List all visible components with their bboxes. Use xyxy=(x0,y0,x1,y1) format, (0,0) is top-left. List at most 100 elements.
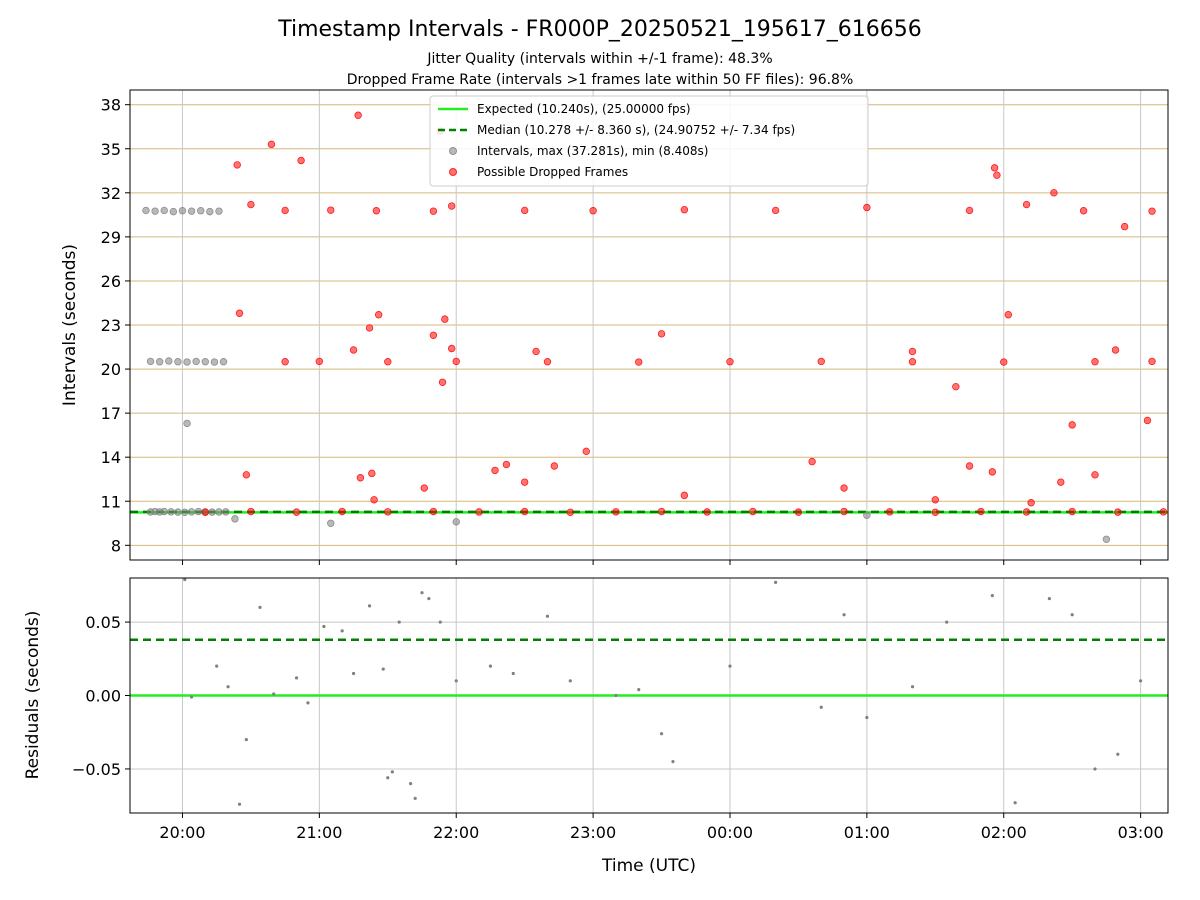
interval-point xyxy=(222,508,230,516)
legend-intervals-marker xyxy=(449,147,457,155)
x-tick-label: 00:00 xyxy=(707,823,753,842)
dropped-frame-point xyxy=(965,206,974,215)
dropped-frame-point xyxy=(247,507,255,516)
residual-point xyxy=(397,620,401,624)
x-axis-label: Time (UTC) xyxy=(601,856,696,876)
dropped-frame-point xyxy=(582,447,590,456)
residuals-y-tick-label: −0.05 xyxy=(72,760,121,779)
interval-point xyxy=(187,207,196,215)
residual-point xyxy=(454,679,458,683)
dropped-frame-point xyxy=(315,357,324,366)
residual-point xyxy=(637,688,641,692)
dropped-frame-point xyxy=(491,466,499,475)
interval-point xyxy=(201,358,209,366)
residual-point xyxy=(381,667,385,671)
interval-point xyxy=(165,357,173,365)
residual-point xyxy=(774,580,778,585)
residual-point xyxy=(659,732,664,736)
dropped-frame-point xyxy=(520,478,529,486)
residual-point xyxy=(226,685,230,689)
dropped-frame-point xyxy=(908,358,917,366)
dropped-frame-point xyxy=(420,484,428,492)
intervals-y-tick-label: 11 xyxy=(101,492,121,511)
residual-point xyxy=(671,759,675,764)
dropped-frame-point xyxy=(447,202,456,210)
dropped-frame-point xyxy=(1159,508,1168,516)
dropped-frame-point xyxy=(988,468,997,476)
dropped-frame-point xyxy=(808,457,816,466)
dropped-frame-point xyxy=(908,347,917,356)
dropped-frame-point xyxy=(281,358,289,366)
residual-point xyxy=(990,594,994,598)
dropped-frame-point xyxy=(840,507,848,516)
dropped-frame-point xyxy=(1022,200,1031,209)
chart-subtitle-2: Dropped Frame Rate (intervals >1 frames … xyxy=(347,72,854,88)
residual-point xyxy=(819,705,823,709)
residuals-y-tick-label: 0.05 xyxy=(85,613,121,632)
intervals-grid xyxy=(130,90,1168,560)
x-tick-label: 03:00 xyxy=(1118,823,1164,842)
interval-point xyxy=(160,206,168,215)
dropped-frame-point xyxy=(703,508,711,516)
interval-point xyxy=(452,518,460,526)
residual-point xyxy=(367,604,372,608)
residual-point xyxy=(390,770,394,774)
dropped-frame-point xyxy=(201,508,209,516)
x-tick-label: 20:00 xyxy=(159,823,205,842)
intervals-y-axis-label: Intervals (seconds) xyxy=(60,244,80,406)
dropped-frame-point xyxy=(543,358,552,366)
residual-point xyxy=(215,664,219,668)
residual-point xyxy=(322,624,326,629)
intervals-y-tick-label: 26 xyxy=(101,272,121,291)
interval-point xyxy=(210,358,219,366)
interval-point xyxy=(169,207,178,216)
residual-point xyxy=(189,695,194,699)
legend-item-intervals: Intervals, max (37.281s), min (8.408s) xyxy=(477,144,708,158)
dropped-frame-point xyxy=(1068,421,1076,429)
residual-point xyxy=(351,671,356,676)
residual-point xyxy=(728,664,732,668)
intervals-y-tick-label: 38 xyxy=(101,96,121,115)
residual-point xyxy=(1116,752,1120,756)
residual-point xyxy=(294,676,299,680)
interval-point xyxy=(146,357,155,366)
residual-point xyxy=(488,664,493,668)
dropped-frame-point xyxy=(447,344,456,353)
dropped-frame-point xyxy=(863,203,871,212)
intervals-y-tick-label: 14 xyxy=(101,448,121,467)
residual-point xyxy=(568,679,572,683)
residual-point xyxy=(438,620,442,624)
dropped-frame-point xyxy=(1022,508,1031,516)
interval-point xyxy=(219,358,228,366)
interval-point xyxy=(197,207,205,215)
residuals-plot: −0.05 0.00 0.05 20:00 21:00 22:00 23:00 00:00 0… xyxy=(23,577,1169,876)
dropped-frame-point xyxy=(680,206,689,214)
dropped-frame-point xyxy=(532,347,540,356)
dropped-frame-point xyxy=(338,507,346,516)
residuals-y-ticks: −0.05 0.00 0.05 xyxy=(72,613,130,779)
dropped-frame-point xyxy=(438,378,447,386)
interval-point xyxy=(174,358,182,366)
residual-point xyxy=(413,796,417,800)
intervals-y-tick-label: 29 xyxy=(101,228,121,247)
dropped-frame-point xyxy=(475,508,483,516)
dropped-frame-point xyxy=(235,309,244,317)
dropped-frame-point xyxy=(233,161,241,169)
x-tick-label: 21:00 xyxy=(296,823,342,842)
residuals-y-tick-label: 0.00 xyxy=(85,687,121,706)
dropped-frame-point xyxy=(1050,189,1058,197)
residual-point xyxy=(945,620,949,624)
residual-point xyxy=(420,591,424,595)
dropped-frame-point xyxy=(931,508,940,516)
interval-point xyxy=(187,508,196,516)
interval-point xyxy=(327,519,335,527)
dropped-frame-point xyxy=(372,207,381,215)
dropped-frame-point xyxy=(384,358,392,366)
dropped-frame-point xyxy=(840,484,848,492)
residual-point xyxy=(614,693,618,698)
dropped-frame-point xyxy=(952,382,960,391)
dropped-frame-point xyxy=(365,324,374,332)
dropped-frame-point xyxy=(292,508,301,516)
dropped-frame-point xyxy=(1000,358,1008,366)
